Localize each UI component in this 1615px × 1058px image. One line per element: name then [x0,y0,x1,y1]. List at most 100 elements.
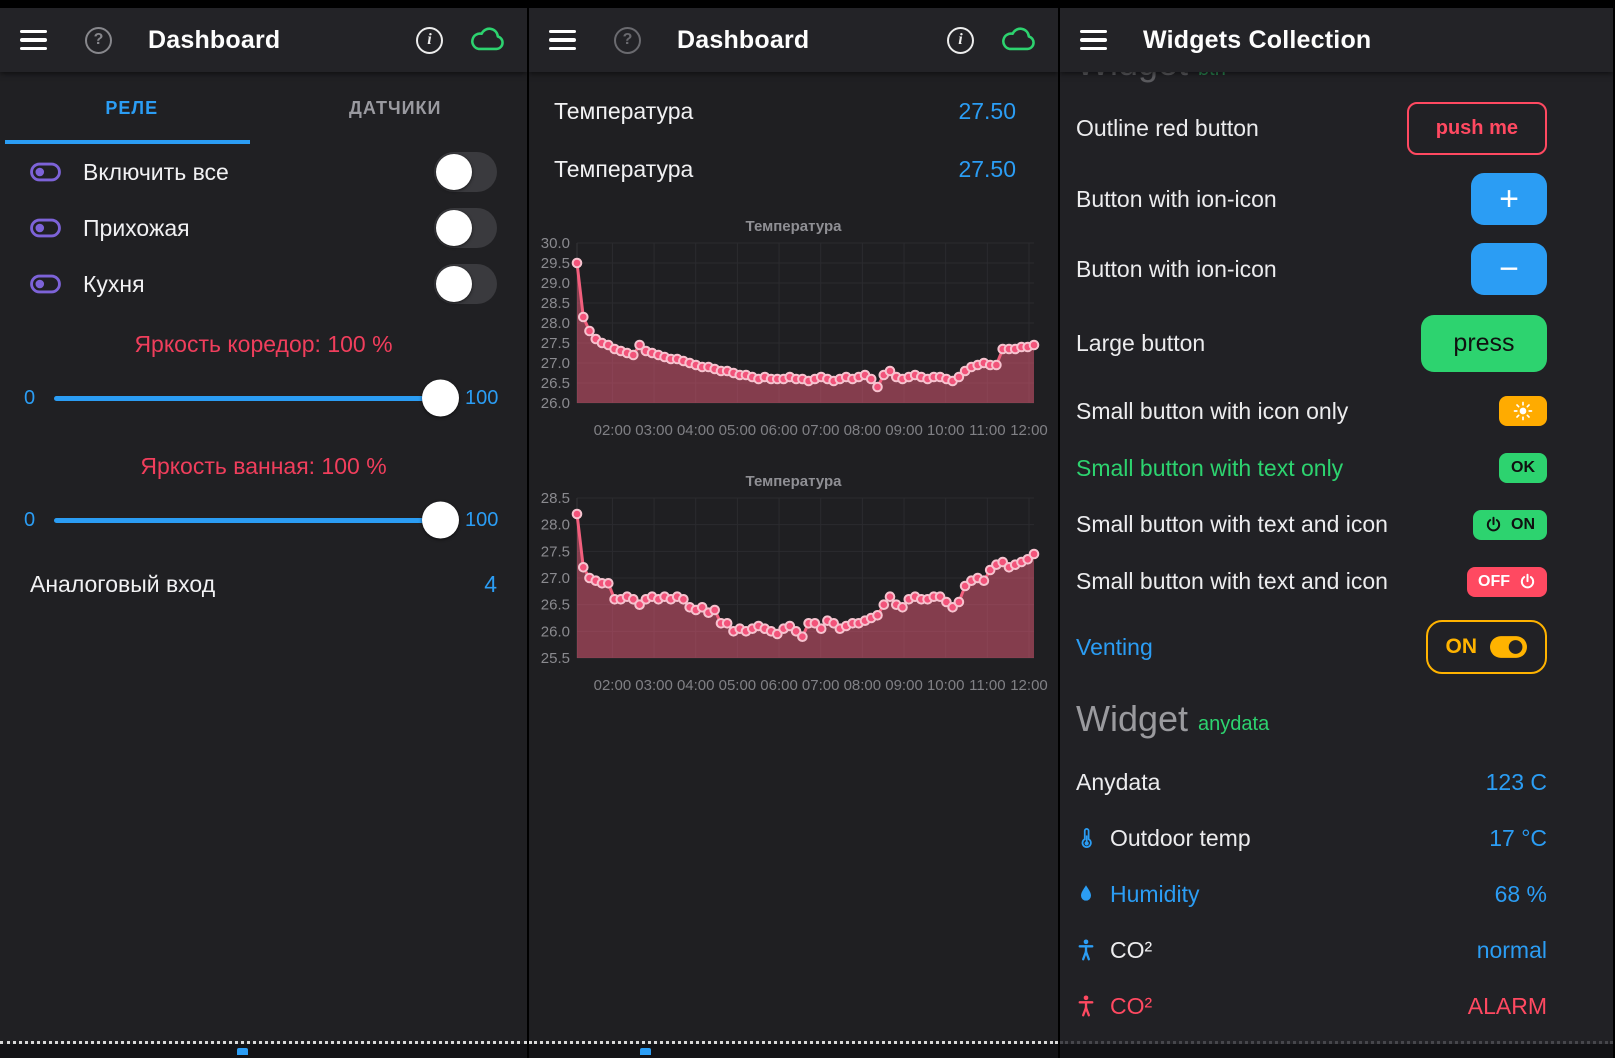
svg-text:10:00: 10:00 [927,422,965,439]
info-icon[interactable]: i [947,26,974,54]
svg-text:26.5: 26.5 [541,375,570,392]
switch-vkluchit-vse[interactable] [434,152,497,192]
temperature-chart-1: 30.0 29.5 29.0 28.5 28.0 27.5 27.0 26.5 26.0 02:0… [541,235,1048,439]
row-label: CO² [1110,936,1153,963]
menu-icon[interactable] [20,30,47,50]
cutoff-separator [529,1041,1058,1044]
row-value: 68 % [1494,880,1547,907]
tab-bar: РЕЛЕ ДАТЧИКИ [0,72,527,144]
toggle-outline-icon [30,218,61,238]
on-button[interactable]: ON [1473,509,1547,540]
body-icon [1076,938,1110,963]
svg-text:29.5: 29.5 [541,255,570,272]
minus-button[interactable]: − [1471,243,1547,295]
slider-title: Яркость коредор: 100 % [134,330,393,357]
tab-datchiki[interactable]: ДАТЧИКИ [349,97,442,118]
svg-text:05:00: 05:00 [719,422,757,439]
widget-row: Venting ON [1060,610,1613,684]
cutoff-separator [0,1041,527,1044]
switch-label: Включить все [83,158,229,185]
temperature-row: Температура 27.50 [529,140,1058,198]
menu-icon[interactable] [1080,30,1107,50]
anydata-row: Humidity 68 % [1060,866,1613,922]
analog-input-row: Аналоговый вход 4 [0,556,527,612]
row-label: CO² [1110,992,1153,1019]
switch-kuhnya[interactable] [434,264,497,304]
svg-text:06:00: 06:00 [760,422,798,439]
section-heading-text: Widget [1076,72,1188,83]
page-title: Widgets Collection [1143,25,1372,54]
row-label: Small button with text and icon [1076,568,1388,594]
svg-text:28.5: 28.5 [541,490,570,507]
temperature-chart-2: 28.5 28.0 27.5 27.0 26.5 26.0 25.5 02:00 03:00 04… [541,490,1048,694]
svg-text:09:00: 09:00 [885,422,923,439]
svg-text:10:00: 10:00 [927,677,965,694]
switch-row: Кухня [0,256,527,312]
widget-row: Button with ion-icon + [1060,164,1613,234]
temperature-value: 27.50 [958,155,1016,182]
svg-text:25.5: 25.5 [541,650,570,667]
svg-text:29.0: 29.0 [541,275,570,292]
svg-text:30.0: 30.0 [541,235,570,252]
button-text: ON [1511,515,1535,533]
sunny-button[interactable] [1499,396,1547,426]
section-heading-sub: anydata [1198,713,1270,735]
body-icon [1076,994,1110,1019]
switch-row: Прихожая [0,200,527,256]
svg-text:02:00: 02:00 [594,422,632,439]
brightness-bath-slider[interactable] [54,501,459,539]
page-title: Dashboard [148,25,281,54]
plus-button[interactable]: + [1471,173,1547,225]
brightness-corridor-slider[interactable] [54,379,459,417]
anydata-row: Outdoor temp 17 °C [1060,810,1613,866]
press-button[interactable]: press [1421,314,1547,372]
widget-row: Small button with icon only [1060,382,1613,440]
menu-icon[interactable] [549,30,576,50]
push-me-button[interactable]: push me [1406,101,1547,155]
svg-text:12:00: 12:00 [1010,677,1048,694]
temperature-label: Температура [554,155,694,182]
svg-text:28.5: 28.5 [541,295,570,312]
help-icon[interactable]: ? [85,26,112,54]
svg-text:06:00: 06:00 [760,677,798,694]
widget-row: Small button with text only OK [1060,440,1613,496]
switch-prihozhaya[interactable] [434,208,497,248]
widget-row: Large button press [1060,304,1613,382]
tab-rele[interactable]: РЕЛЕ [105,97,159,118]
bottom-strip [1060,1044,1613,1058]
analog-input-label: Аналоговый вход [30,570,216,597]
switch-label: Кухня [83,270,145,297]
row-label: Outdoor temp [1110,824,1251,851]
svg-text:27.0: 27.0 [541,355,570,372]
svg-text:27.5: 27.5 [541,335,570,352]
widget-row: Small button with text and icon ON [1060,496,1613,553]
header-right: Widgets Collection [1060,8,1613,72]
slider-min-label: 0 [24,386,36,409]
widget-row: Button with ion-icon − [1060,234,1613,304]
venting-toggle-button[interactable]: ON [1425,620,1547,674]
section-heading-text: Widget [1076,698,1189,739]
header-middle: ? Dashboard i [529,8,1058,72]
temperature-label: Температура [554,97,694,124]
info-icon[interactable]: i [416,26,443,54]
svg-text:28.0: 28.0 [541,517,570,534]
svg-text:04:00: 04:00 [677,422,715,439]
off-button[interactable]: OFF [1467,566,1547,597]
row-label: Button with ion-icon [1076,255,1277,282]
switch-row: Включить все [0,144,527,200]
svg-text:26.0: 26.0 [541,395,570,412]
svg-text:02:00: 02:00 [594,677,632,694]
button-text: OFF [1478,572,1510,590]
anydata-row: CO² ALARM [1060,978,1613,1034]
row-label: Humidity [1110,880,1200,907]
dashboard-panel-1: ? Dashboard i РЕЛЕ ДАТЧИКИ Включить все … [0,8,527,1058]
slider-thumb[interactable] [422,379,459,417]
widget-row: Small button with text and icon OFF [1060,553,1613,610]
ok-button[interactable]: OK [1499,453,1547,483]
sunny-icon [1513,401,1533,421]
svg-text:28.0: 28.0 [541,315,570,332]
slider-thumb[interactable] [422,501,459,539]
row-label: Small button with text only [1076,454,1344,481]
slider-max-label: 100 [465,386,499,409]
help-icon[interactable]: ? [614,26,641,54]
